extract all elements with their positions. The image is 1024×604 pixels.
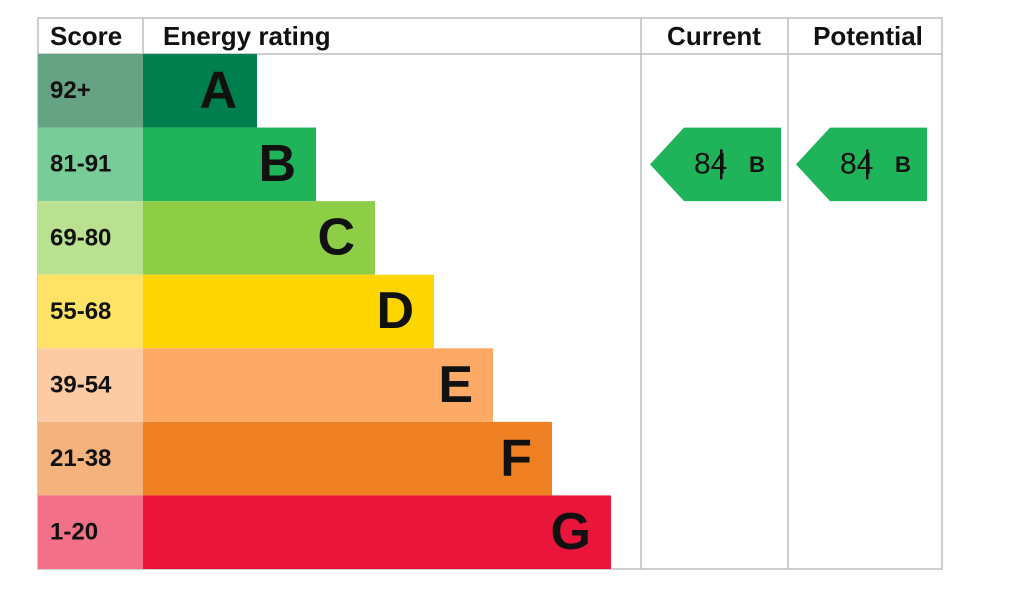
score-range: 39-54 [50,371,112,398]
score-range: 21-38 [50,445,111,472]
rating-letter: D [376,282,414,340]
current-arrow [650,127,781,202]
rating-letter: C [317,209,355,267]
score-cell [38,54,143,128]
header-current: Current [667,21,761,51]
rating-bar [143,348,493,422]
score-range: 55-68 [50,298,111,325]
rating-bar [143,201,375,275]
score-range: 81-91 [50,151,111,178]
rating-bar [143,54,257,128]
current-letter: B [749,152,765,177]
score-cell [38,127,143,202]
header-potential: Potential [813,21,923,51]
score-cell [38,274,143,349]
rating-bar [143,127,316,202]
rating-letter: A [199,62,237,120]
header-score: Score [50,21,122,51]
separator [866,149,869,180]
separator [720,149,723,180]
rating-letter: B [258,135,296,193]
rating-bar [143,421,552,496]
score-range: 1-20 [50,519,98,546]
score-range: 69-80 [50,224,111,251]
rating-bar [143,495,611,569]
header-energy-rating: Energy rating [163,21,331,51]
rating-letter: G [551,503,591,561]
potential-arrow [796,127,927,202]
potential-letter: B [895,152,911,177]
score-cell [38,421,143,496]
score-range: 92+ [50,77,91,104]
rating-letter: E [438,356,473,414]
rating-bar [143,274,434,349]
score-cell [38,495,143,569]
rating-letter: F [500,429,532,487]
score-cell [38,348,143,422]
score-cell [38,201,143,275]
